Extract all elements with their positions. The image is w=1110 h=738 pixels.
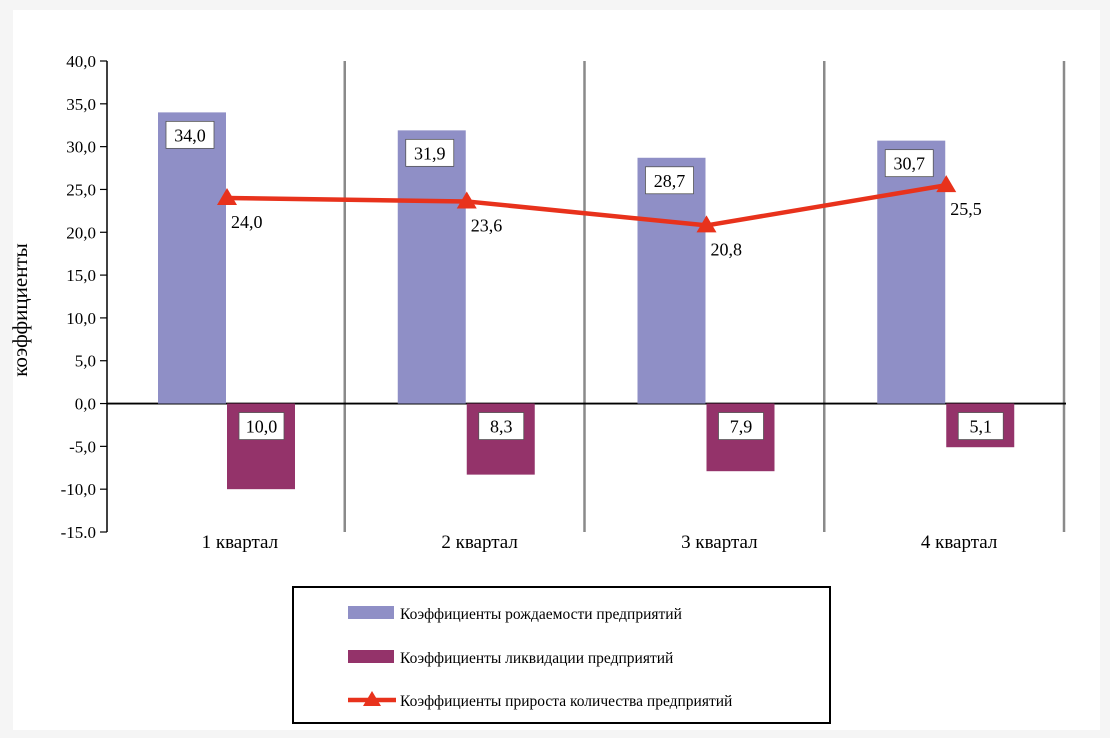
y-tick-label: 35,0: [66, 95, 96, 114]
legend-label-birth: Коэффициенты рождаемости предприятий: [400, 606, 682, 623]
y-tick-label: 5,0: [75, 352, 96, 371]
growth-rate-line: [226, 182, 947, 228]
legend-swatch-liquidation: [348, 650, 394, 663]
liquidation-rate-label-box: [957, 412, 1004, 440]
liquidation-rate-label-box: [718, 412, 764, 440]
x-category-label: 3 квартал: [681, 532, 758, 553]
vertical-gridlines: [343, 61, 1066, 532]
birth-rate-bar: [397, 130, 466, 404]
growth-rate-marker: [217, 188, 237, 206]
x-category-label: 1 квартал: [202, 532, 279, 553]
y-tick-label: 40,0: [66, 52, 96, 71]
y-tick-label: 0,0: [75, 395, 96, 414]
growth-rate-marker: [696, 215, 717, 233]
data-labels: 34,0 31,9 28,7 30,7 10,0 8,3 7,9 5,1 24,0 23,6 20,…: [165, 120, 1004, 440]
y-tick-label: -5,0: [69, 437, 96, 456]
growth-rate-marker: [456, 191, 477, 209]
growth-rate-label: 20,8: [711, 239, 743, 259]
y-tick-label: 30,0: [66, 138, 96, 157]
x-category-label: 2 квартал: [441, 532, 518, 553]
birth-rate-label-box: [645, 166, 694, 195]
y-tick-label: 15,0: [66, 266, 96, 285]
growth-rate-label: 24,0: [231, 212, 263, 232]
y-axis-title: коэффициенты: [8, 243, 32, 376]
y-tick-label: -15.0: [61, 523, 96, 542]
birth-rate-bar: [158, 112, 226, 404]
birth-rate-label-box: [884, 149, 934, 178]
growth-rate-marker: [936, 175, 957, 193]
growth-line: [217, 175, 957, 233]
liquidation-rate-label-box: [238, 412, 285, 440]
liquidation-rate-label: 5,1: [970, 417, 993, 437]
liquidation-rate-label: 10,0: [246, 417, 278, 437]
legend-label-growth: Коэффициенты прироста количества предпри…: [400, 693, 732, 710]
legend-label-liquidation: Коэффициенты ликвидации предприятий: [400, 650, 673, 667]
y-tick-label: -10,0: [61, 480, 96, 499]
axes: 40,0 35,0 30,0 25,0 20,0 15,0 10,0 5,0 0,0 -5,0 -1…: [61, 52, 1066, 553]
legend: Коэффициенты рождаемости предприятий Коэф…: [292, 586, 831, 724]
legend-swatch-birth: [348, 606, 394, 619]
birth-rate-bar: [877, 140, 946, 404]
x-category-label: 4 квартал: [921, 532, 998, 553]
birth-rate-bar: [637, 157, 706, 404]
liquidation-rate-label: 8,3: [490, 417, 513, 437]
growth-rate-label: 23,6: [471, 215, 503, 235]
legend-swatch-growth-marker: [363, 691, 381, 706]
y-tick-label: 25,0: [66, 180, 96, 199]
birth-rate-label: 30,7: [894, 154, 926, 174]
y-tick-label: 20,0: [66, 223, 96, 242]
birth-rate-label: 28,7: [654, 171, 686, 191]
birth-rate-label-box: [405, 138, 455, 167]
y-tick-label: 10,0: [66, 309, 96, 328]
birth-rate-label-box: [165, 120, 215, 149]
birth-rate-label: 31,9: [414, 143, 446, 163]
liquidation-rate-label-box: [478, 412, 525, 440]
liquidation-rate-label: 7,9: [730, 417, 753, 437]
growth-rate-label: 25,5: [950, 199, 982, 219]
birth-rate-label: 34,0: [174, 125, 206, 145]
